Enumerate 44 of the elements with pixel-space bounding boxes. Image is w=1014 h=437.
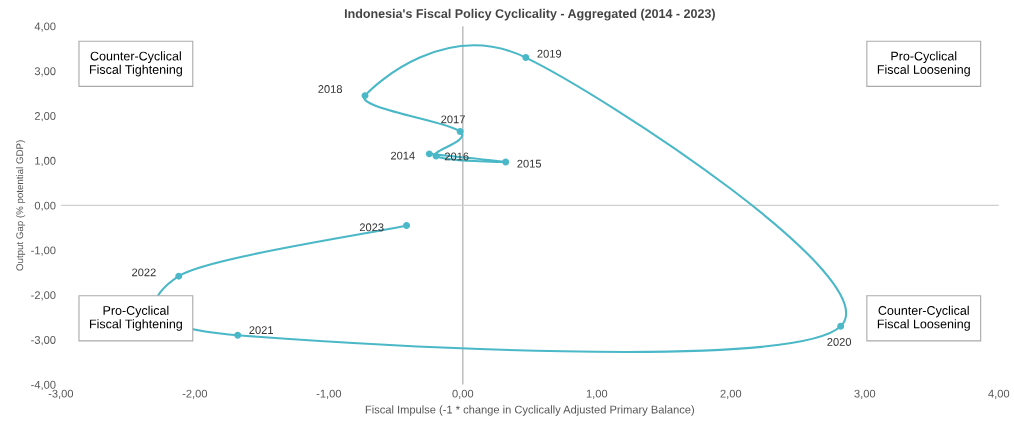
y-tick-label: -1,00 xyxy=(31,246,56,256)
x-tick-label: 1,00 xyxy=(586,389,608,399)
annotation: Counter-Cyclical Fiscal Loosening xyxy=(877,305,970,331)
x-axis-title: Fiscal Impulse (-1 * change in Cyclically Adjusted Primary Balance) xyxy=(365,405,695,416)
x-tick-label: 2,00 xyxy=(720,389,742,399)
y-tick-label: 4,00 xyxy=(34,22,56,32)
point xyxy=(361,92,369,100)
point xyxy=(175,272,183,280)
y-tick-label: 1,00 xyxy=(35,156,56,167)
y-tick-label: 0,00 xyxy=(34,201,56,211)
annotation: 2021 xyxy=(249,326,273,335)
y-tick-label: 2,00 xyxy=(34,112,56,122)
point xyxy=(432,152,440,160)
annotation: 2017 xyxy=(441,115,465,124)
y-tick-label: -3,00 xyxy=(31,336,56,346)
point xyxy=(502,158,510,166)
x-tick-label: 4,00 xyxy=(988,389,1010,399)
annotation: 2022 xyxy=(132,268,156,277)
y-tick-label: 3,00 xyxy=(34,67,56,77)
point xyxy=(403,222,411,230)
annotation: 2014 xyxy=(390,151,415,160)
annotation: 2015 xyxy=(517,159,542,168)
x-tick-label: -2,00 xyxy=(182,389,208,399)
y-tick-label: -2,00 xyxy=(31,291,56,301)
x-tick-label: -1,00 xyxy=(316,389,342,399)
annotation: Counter-Cyclical Fiscal Tightening xyxy=(90,51,182,77)
x-tick-label: -3,00 xyxy=(48,389,74,399)
point xyxy=(425,150,433,158)
x-tick-label: 0,00 xyxy=(452,389,474,399)
point xyxy=(456,128,464,135)
annotation: 2016 xyxy=(444,152,469,161)
annotation: 2020 xyxy=(827,338,852,346)
annotation: 2018 xyxy=(318,85,343,93)
annotation: Pro-Cyclical Fiscal Loosening xyxy=(877,51,970,77)
annotation: 2023 xyxy=(359,223,384,232)
chart-title: Indonesia's Fiscal Policy Cyclicality - Aggregated (2014 - 2023) xyxy=(344,8,715,21)
annotation: Pro-Cyclical Fiscal Tightening xyxy=(90,305,182,331)
y-axis-title: Output Gap (% potential GDP) xyxy=(16,140,26,271)
point xyxy=(522,54,530,62)
x-tick-label: 3,00 xyxy=(854,389,876,399)
y-tick-label: -4,00 xyxy=(31,380,56,391)
annotation: 2019 xyxy=(537,49,562,58)
point xyxy=(837,322,845,330)
point xyxy=(234,331,242,339)
